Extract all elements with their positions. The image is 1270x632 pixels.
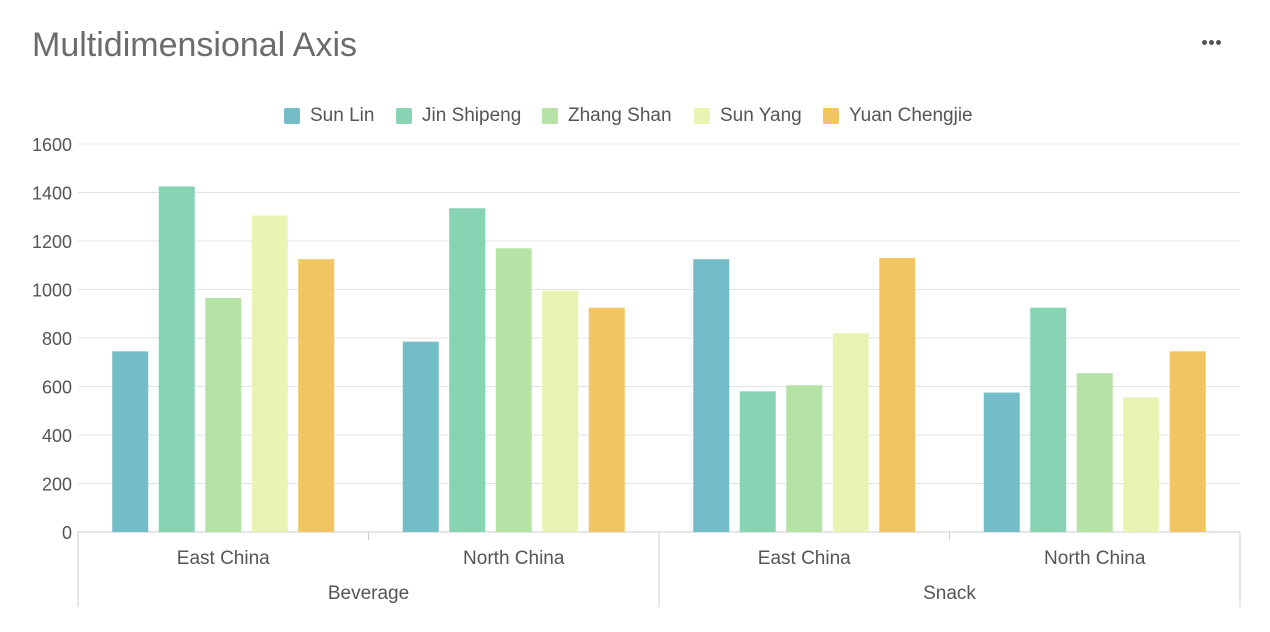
legend-swatch [694, 108, 710, 124]
more-options-button[interactable] [1194, 28, 1230, 56]
legend-label: Yuan Chengjie [849, 105, 973, 126]
legend-label: Sun Lin [310, 105, 375, 126]
bar[interactable] [693, 259, 730, 532]
bar[interactable] [205, 297, 242, 532]
y-tick-label: 1000 [32, 281, 72, 301]
y-tick-label: 1200 [32, 232, 72, 252]
x-tick-label: East China [758, 548, 851, 569]
y-tick-label: 800 [42, 329, 72, 349]
x-tick-label: North China [463, 548, 565, 569]
x-tick-label: East China [177, 548, 270, 569]
x-group-label: Beverage [328, 583, 409, 604]
bar[interactable] [786, 385, 823, 532]
bar[interactable] [1030, 307, 1067, 532]
y-tick-label: 0 [62, 523, 72, 543]
bar[interactable] [1169, 351, 1206, 532]
bar[interactable] [495, 248, 532, 532]
x-tick-label: North China [1044, 548, 1146, 569]
legend-label: Jin Shipeng [422, 105, 522, 126]
bar[interactable] [588, 307, 625, 532]
bar[interactable] [1076, 373, 1113, 532]
bar[interactable] [251, 215, 288, 532]
y-tick-label: 400 [42, 426, 72, 446]
bar[interactable] [402, 341, 439, 532]
legend-swatch [823, 108, 839, 124]
bar[interactable] [983, 392, 1020, 532]
bar[interactable] [879, 257, 916, 532]
legend-label: Sun Yang [720, 105, 802, 126]
bar[interactable] [832, 333, 869, 532]
legend-label: Zhang Shan [568, 105, 672, 126]
y-tick-label: 200 [42, 475, 72, 495]
bar[interactable] [298, 259, 335, 532]
bar[interactable] [739, 391, 776, 532]
bar[interactable] [112, 351, 149, 532]
y-tick-label: 1600 [32, 135, 72, 155]
y-tick-label: 1400 [32, 184, 72, 204]
chart-title: Multidimensional Axis [32, 26, 358, 64]
legend-swatch [284, 108, 300, 124]
x-group-label: Snack [923, 583, 976, 604]
y-tick-label: 600 [42, 378, 72, 398]
legend: Sun Lin Jin Shipeng Zhang Shan Sun Yang Yuan… [0, 102, 1270, 130]
legend-swatch [542, 108, 558, 124]
bar[interactable] [1123, 397, 1160, 532]
bar[interactable] [542, 290, 579, 532]
bar[interactable] [158, 186, 195, 532]
legend-swatch [396, 108, 412, 124]
bar[interactable] [449, 208, 486, 532]
